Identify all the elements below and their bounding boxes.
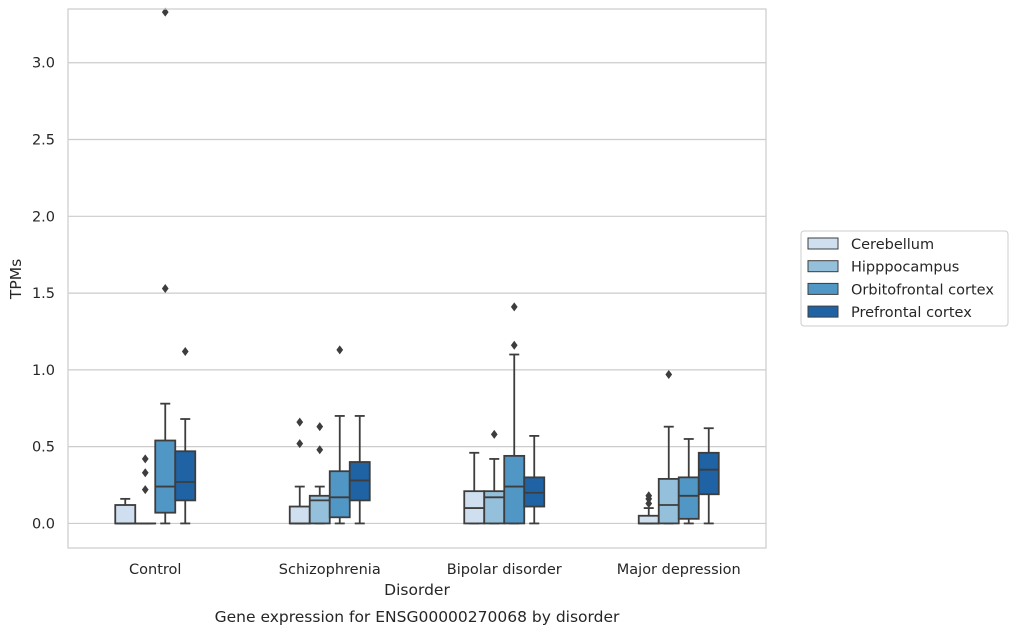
outlier-point	[645, 498, 653, 508]
box	[657, 477, 680, 525]
outlier-point	[316, 445, 324, 455]
outlier-point	[161, 7, 169, 17]
legend-label: Cerebellum	[851, 237, 934, 253]
outlier-point	[141, 454, 149, 464]
box-group	[657, 369, 680, 525]
legend-label: Hipppocampus	[851, 260, 959, 276]
y-tick-label: 2.0	[32, 209, 55, 225]
box-group	[114, 497, 137, 525]
outlier-point	[296, 417, 304, 427]
outlier-point	[336, 345, 344, 355]
y-tick-label: 1.0	[32, 363, 55, 379]
legend-label: Prefrontal cortex	[851, 305, 972, 321]
x-tick-label: Control	[129, 562, 181, 578]
box-group	[483, 429, 506, 525]
box	[637, 514, 660, 525]
box	[328, 470, 351, 519]
box	[288, 505, 311, 525]
legend-label: Orbitofrontal cortex	[851, 282, 994, 298]
box	[154, 439, 177, 514]
legend-swatch	[807, 282, 839, 295]
box-group	[348, 415, 371, 525]
x-tick-label: Major depression	[617, 562, 741, 578]
box-group	[174, 346, 197, 525]
box-group	[677, 438, 700, 525]
box-series	[114, 7, 720, 525]
outlier-point	[490, 429, 498, 439]
y-tick-label: 0.0	[32, 516, 55, 532]
y-tick-label: 3.0	[32, 56, 55, 72]
grid-lines	[68, 62, 766, 525]
legend-swatch	[807, 260, 839, 273]
x-axis-ticks: Control Schizophrenia Bipolar disorder Majo…	[129, 562, 741, 578]
box	[114, 504, 137, 525]
box	[483, 490, 506, 525]
box-group	[134, 454, 157, 525]
box-group	[697, 427, 720, 525]
box	[174, 450, 197, 502]
outlier-point	[510, 302, 518, 312]
box	[677, 476, 700, 520]
box-group	[288, 417, 311, 525]
legend-frame	[800, 230, 1009, 327]
x-axis-label: Disorder	[384, 581, 450, 599]
y-axis-label: TPMs	[7, 259, 25, 300]
outlier-point	[510, 340, 518, 350]
y-tick-label: 0.5	[32, 440, 55, 456]
y-tick-label: 2.5	[32, 133, 55, 149]
outlier-point	[665, 369, 673, 379]
outlier-point	[296, 439, 304, 449]
box-group	[154, 7, 177, 525]
box-group	[637, 491, 660, 525]
box-group	[463, 451, 486, 525]
legend: Cerebellum Hipppocampus Orbitofrontal cort…	[800, 230, 1009, 327]
chart-caption: Gene expression for ENSG00000270068 by d…	[215, 608, 620, 626]
box-group	[523, 435, 546, 525]
outlier-point	[141, 485, 149, 495]
legend-swatch	[807, 305, 839, 318]
outlier-point	[141, 468, 149, 478]
legend-swatch	[807, 237, 839, 250]
y-axis-ticks: 0.0 0.5 1.0 1.5 2.0 2.5 3.0	[32, 56, 55, 533]
x-tick-label: Bipolar disorder	[447, 562, 562, 578]
outlier-point	[316, 422, 324, 432]
outlier-point	[161, 283, 169, 293]
box	[503, 454, 526, 525]
outlier-point	[645, 491, 653, 501]
box-group	[308, 422, 331, 525]
box-group	[503, 302, 526, 525]
plot-frame	[67, 8, 767, 549]
y-tick-label: 1.5	[32, 286, 55, 302]
box-group	[328, 345, 351, 525]
box	[697, 451, 720, 496]
outlier-point	[181, 346, 189, 356]
x-tick-label: Schizophrenia	[279, 562, 381, 578]
